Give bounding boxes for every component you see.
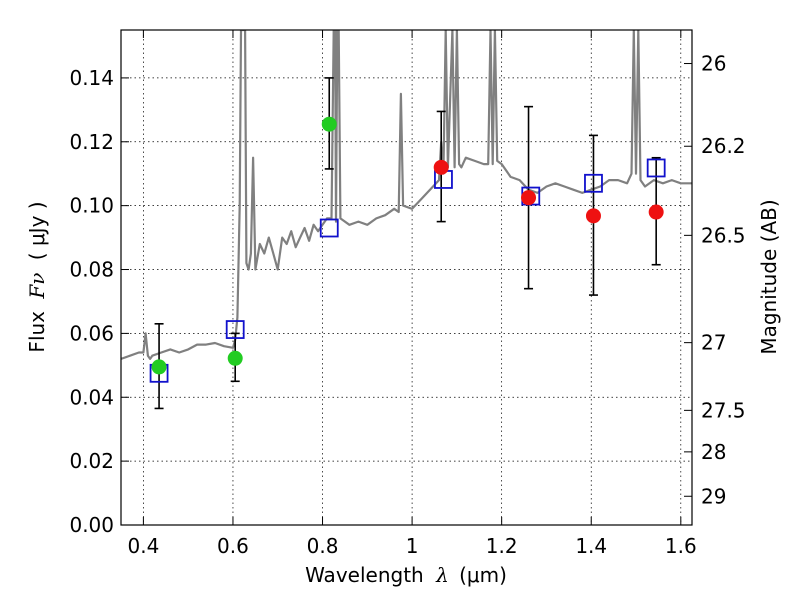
- magnitude-tick-label: 26: [701, 52, 726, 76]
- magnitude-tick-label: 26.2: [701, 134, 746, 158]
- y-tick-label: 0.14: [69, 66, 114, 90]
- magnitude-axis-ticks: 26 26.2 26.5 27 27.5 28 29: [684, 52, 746, 508]
- model-photometry-point: [225, 320, 245, 339]
- gridlines: [121, 30, 692, 526]
- x-axis-label-symbol: λ: [435, 563, 449, 587]
- errorbars: [154, 77, 661, 410]
- y-axis-ticks: 0.00 0.02 0.04 0.06 0.08 0.10 0.12 0.14: [69, 66, 129, 537]
- x-axis-label-unit: (μm): [459, 563, 507, 587]
- x-tick-label: 0.4: [127, 534, 159, 558]
- x-axis-ticks: 0.4 0.6 0.8 1 1.2 1.4 1.6: [127, 30, 697, 558]
- optical-data-point: [227, 350, 243, 366]
- observed-points: [151, 116, 664, 375]
- magnitude-tick-label: 28: [701, 440, 726, 464]
- magnitude-tick-label: 29: [701, 484, 726, 508]
- y-tick-label: 0.06: [69, 321, 114, 345]
- ir-data-point: [585, 208, 601, 224]
- ir-data-point: [648, 204, 664, 220]
- ir-data-point: [521, 190, 537, 206]
- y-axis-label-unit: ( μJy ): [25, 201, 49, 260]
- optical-data-point: [151, 359, 167, 375]
- y-axis-label-prefix: Flux: [25, 311, 49, 353]
- model-photometry-point: [646, 158, 666, 178]
- x-tick-label: 1.4: [575, 534, 607, 558]
- x-tick-label: 1.6: [665, 534, 697, 558]
- model-photometry-point: [584, 173, 603, 193]
- x-tick-label: 1: [406, 534, 419, 558]
- x-axis-label: Wavelength λ (μm): [305, 563, 507, 587]
- model-photometry-point: [319, 218, 339, 238]
- y-axis-label: Flux Fν ( μJy ): [25, 201, 49, 352]
- y-tick-label: 0.00: [69, 513, 114, 537]
- x-axis-label-prefix: Wavelength: [305, 563, 424, 587]
- optical-data-point: [321, 116, 337, 132]
- magnitude-axis-label: Magnitude (AB): [757, 199, 781, 354]
- magnitude-tick-label: 27: [701, 331, 726, 355]
- y-axis-label-symbol: Fν: [25, 273, 49, 300]
- y-tick-label: 0.10: [69, 194, 114, 218]
- x-tick-label: 1.2: [486, 534, 518, 558]
- x-tick-label: 0.6: [217, 534, 249, 558]
- y-tick-label: 0.12: [69, 130, 114, 154]
- ir-data-point: [433, 159, 449, 175]
- x-tick-label: 0.8: [307, 534, 339, 558]
- y-tick-label: 0.08: [69, 258, 114, 282]
- magnitude-tick-label: 26.5: [701, 223, 746, 247]
- y-tick-label: 0.02: [69, 449, 114, 473]
- plot-frame: [120, 29, 693, 526]
- y-tick-label: 0.04: [69, 385, 114, 409]
- magnitude-tick-label: 27.5: [701, 398, 746, 422]
